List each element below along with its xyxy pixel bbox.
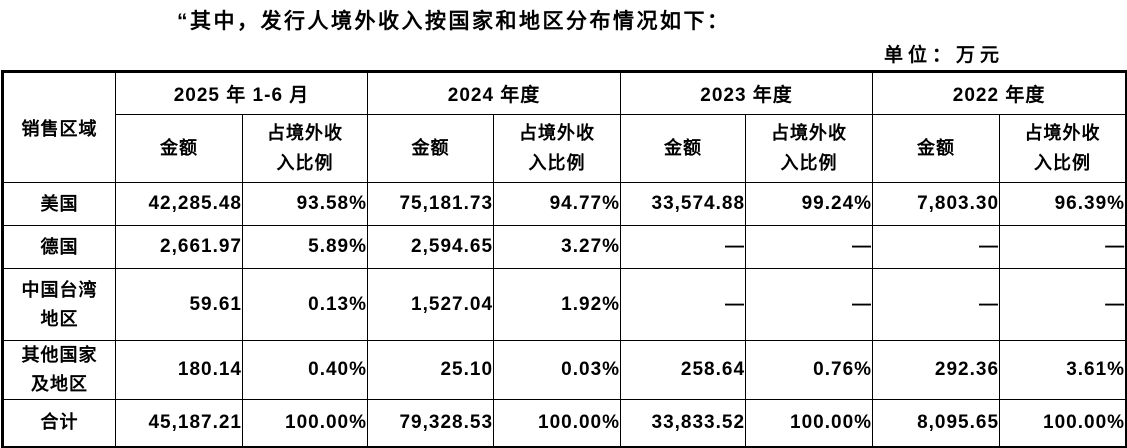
amount-cell: 258.64 [620,340,747,400]
ratio-cell: 100.00% [745,398,874,448]
ratio-header-2025h1: 占境外收 入比例 [241,114,369,183]
overseas-revenue-table: 销售区域 2025 年 1-6 月 2024 年度 2023 年度 2022 年… [1,70,1127,448]
period-header-2025h1: 2025 年 1-6 月 [114,71,369,115]
region-cell: 美国 [2,182,116,226]
table-row-germany: 德国 2,661.97 5.89% 2,594.65 3.27% — — — — [2,225,1127,269]
ratio-cell: 99.24% [745,182,874,226]
ratio-header-2024: 占境外收 入比例 [493,114,622,183]
amount-cell: 292.36 [872,340,1001,400]
ratio-header-2022: 占境外收 入比例 [999,114,1127,183]
amount-cell: — [620,268,747,341]
amount-cell: 2,594.65 [367,225,495,269]
period-header-2023: 2023 年度 [620,71,874,115]
ratio-cell: 96.39% [999,182,1127,226]
amount-cell: 25.10 [367,340,495,400]
amount-cell: 59.61 [115,268,243,341]
ratio-cell: 5.89% [241,225,369,269]
amount-header-2024: 金额 [367,114,495,183]
ratio-cell: 100.00% [999,398,1127,448]
header-period-row: 销售区域 2025 年 1-6 月 2024 年度 2023 年度 2022 年… [2,71,1127,183]
amount-cell: 1,527.04 [367,268,495,341]
table-row-total: 合计 45,187.21 100.00% 79,328.53 100.00% 3… [2,398,1127,448]
amount-cell: — [620,225,747,269]
table-row-taiwan: 中国台湾 地区 59.61 0.13% 1,527.04 1.92% — — —… [2,268,1127,341]
amount-header-2023: 金额 [620,114,747,183]
region-cell: 合计 [2,398,116,448]
amount-header-2025h1: 金额 [115,114,243,183]
amount-cell: 2,661.97 [115,225,243,269]
intro-paragraph: “其中，发行人境外收入按国家和地区分布情况如下： [177,10,731,33]
ratio-cell: 3.61% [999,340,1127,400]
amount-cell: 7,803.30 [872,182,1001,226]
header-metric-row: 金额 占境外收 入比例 金额 占境外收 入比例 金额 占境外收 入比例 金额 占… [3,114,1127,183]
period-header-2024: 2024 年度 [367,71,622,115]
amount-cell: 79,328.53 [367,398,495,448]
unit-label: 单位：万元 [884,45,1005,66]
period-header-2022: 2022 年度 [872,71,1127,115]
table-row-usa: 美国 42,285.48 93.58% 75,181.73 94.77% 33,… [2,182,1127,226]
ratio-cell: 0.13% [241,268,369,341]
amount-cell: — [872,225,1001,269]
ratio-cell: 3.27% [493,225,622,269]
table-row-other-countries: 其他国家 及地区 180.14 0.40% 25.10 0.03% 258.64… [2,340,1127,400]
amount-header-2022: 金额 [872,114,1001,183]
ratio-cell: 0.76% [745,340,874,400]
ratio-cell: 0.40% [241,340,369,400]
amount-cell: 8,095.65 [872,398,1001,448]
region-column-header: 销售区域 [2,71,116,183]
ratio-header-2023: 占境外收 入比例 [745,114,874,183]
ratio-cell: 94.77% [493,182,622,226]
ratio-cell: — [999,225,1127,269]
region-cell: 中国台湾 地区 [2,268,116,341]
amount-cell: 45,187.21 [115,398,243,448]
region-cell: 其他国家 及地区 [2,340,116,400]
ratio-cell: — [745,268,874,341]
amount-cell: 33,833.52 [620,398,747,448]
amount-cell: 180.14 [115,340,243,400]
ratio-cell: 100.00% [241,398,369,448]
ratio-cell: 1.92% [493,268,622,341]
amount-cell: — [872,268,1001,341]
ratio-cell: — [745,225,874,269]
amount-cell: 75,181.73 [367,182,495,226]
amount-cell: 42,285.48 [115,182,243,226]
ratio-cell: — [999,268,1127,341]
ratio-cell: 100.00% [493,398,622,448]
amount-cell: 33,574.88 [620,182,747,226]
ratio-cell: 93.58% [241,182,369,226]
region-cell: 德国 [2,225,116,269]
ratio-cell: 0.03% [493,340,622,400]
